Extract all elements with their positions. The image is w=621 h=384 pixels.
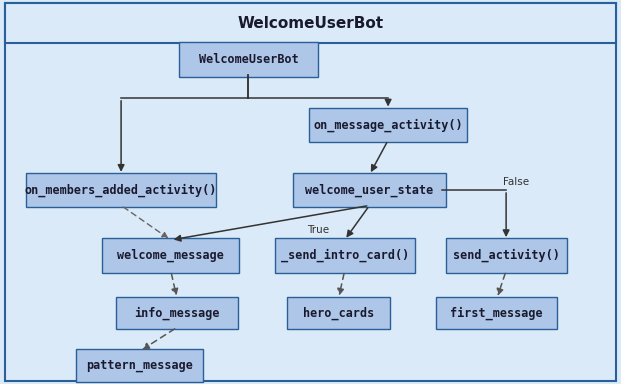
FancyBboxPatch shape: [445, 238, 566, 273]
Text: True: True: [307, 225, 329, 235]
FancyBboxPatch shape: [274, 238, 415, 273]
FancyBboxPatch shape: [179, 42, 319, 77]
FancyBboxPatch shape: [27, 173, 216, 207]
Text: welcome_message: welcome_message: [117, 249, 224, 262]
FancyBboxPatch shape: [76, 349, 204, 382]
Text: WelcomeUserBot: WelcomeUserBot: [199, 53, 298, 66]
FancyBboxPatch shape: [116, 297, 237, 329]
Text: _send_intro_card(): _send_intro_card(): [281, 249, 409, 262]
Text: send_activity(): send_activity(): [453, 249, 560, 262]
FancyBboxPatch shape: [5, 3, 616, 43]
Text: WelcomeUserBot: WelcomeUserBot: [237, 16, 384, 31]
Text: on_members_added_activity(): on_members_added_activity(): [25, 184, 217, 197]
Text: first_message: first_message: [450, 306, 543, 319]
FancyBboxPatch shape: [288, 297, 390, 329]
FancyBboxPatch shape: [309, 108, 467, 142]
Text: info_message: info_message: [134, 306, 220, 319]
Text: pattern_message: pattern_message: [86, 359, 193, 372]
FancyBboxPatch shape: [102, 238, 239, 273]
Text: welcome_user_state: welcome_user_state: [306, 184, 433, 197]
Text: on_message_activity(): on_message_activity(): [314, 118, 463, 131]
Text: hero_cards: hero_cards: [303, 306, 374, 319]
FancyBboxPatch shape: [436, 297, 558, 329]
FancyBboxPatch shape: [293, 173, 446, 207]
Text: False: False: [503, 177, 529, 187]
